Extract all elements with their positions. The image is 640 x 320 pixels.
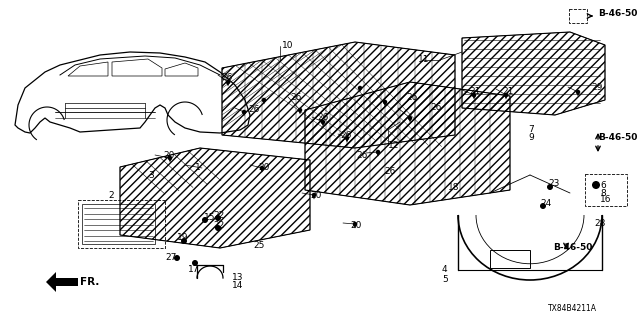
Circle shape — [358, 86, 362, 90]
Text: 26: 26 — [290, 92, 301, 101]
Circle shape — [215, 225, 221, 231]
Text: 21: 21 — [469, 87, 481, 97]
Text: 1: 1 — [195, 164, 201, 172]
Polygon shape — [262, 100, 266, 105]
Circle shape — [576, 90, 580, 94]
Circle shape — [181, 238, 187, 244]
Circle shape — [174, 255, 180, 261]
Text: FR.: FR. — [80, 277, 99, 287]
Text: 26: 26 — [340, 132, 351, 140]
Text: 20: 20 — [163, 151, 174, 161]
Text: 26: 26 — [317, 113, 328, 122]
Polygon shape — [242, 112, 246, 116]
Circle shape — [353, 222, 357, 226]
Text: 22: 22 — [213, 221, 224, 230]
Text: 22: 22 — [213, 211, 224, 220]
Polygon shape — [345, 138, 349, 142]
Text: 16: 16 — [600, 196, 611, 204]
Text: 14: 14 — [232, 281, 243, 290]
Polygon shape — [576, 92, 580, 97]
Text: 19: 19 — [177, 234, 189, 243]
Text: B-46-50: B-46-50 — [553, 244, 593, 252]
Circle shape — [226, 80, 230, 84]
Text: 6: 6 — [600, 180, 605, 189]
Text: 12: 12 — [388, 140, 399, 149]
Circle shape — [592, 181, 600, 189]
Polygon shape — [312, 195, 316, 199]
Circle shape — [408, 116, 412, 120]
Circle shape — [202, 217, 208, 223]
Text: 26: 26 — [221, 74, 232, 83]
Circle shape — [472, 93, 476, 97]
Text: 7: 7 — [528, 125, 534, 134]
Text: 18: 18 — [448, 183, 460, 193]
Text: 25: 25 — [253, 241, 264, 250]
Circle shape — [376, 150, 380, 154]
Circle shape — [215, 215, 221, 221]
Polygon shape — [353, 224, 357, 228]
Text: B-46-50: B-46-50 — [598, 10, 637, 19]
Polygon shape — [472, 95, 476, 100]
Text: 3: 3 — [148, 172, 154, 180]
Text: B-46-50: B-46-50 — [598, 133, 637, 142]
Text: 11: 11 — [418, 55, 429, 65]
Polygon shape — [298, 110, 302, 115]
Text: 23: 23 — [548, 179, 559, 188]
Text: 26: 26 — [356, 151, 367, 161]
Circle shape — [540, 203, 546, 209]
Text: 26: 26 — [406, 92, 417, 101]
Text: 5: 5 — [442, 276, 448, 284]
Polygon shape — [46, 272, 78, 292]
Text: 26: 26 — [248, 106, 259, 115]
Text: TX84B4211A: TX84B4211A — [548, 304, 597, 313]
Circle shape — [242, 110, 246, 114]
Circle shape — [504, 93, 508, 97]
Polygon shape — [260, 168, 264, 172]
Text: 8: 8 — [600, 188, 605, 197]
Polygon shape — [226, 82, 230, 86]
Polygon shape — [376, 152, 380, 156]
Text: 20: 20 — [310, 190, 321, 199]
Text: 15: 15 — [204, 213, 216, 222]
Text: 20: 20 — [350, 221, 362, 230]
Polygon shape — [358, 88, 362, 92]
Circle shape — [192, 260, 198, 266]
Text: 27: 27 — [165, 252, 177, 261]
Text: 13: 13 — [232, 273, 243, 282]
Circle shape — [168, 156, 172, 160]
Text: 24: 24 — [540, 198, 551, 207]
Text: 9: 9 — [528, 133, 534, 142]
Text: 2: 2 — [108, 191, 114, 201]
Circle shape — [262, 98, 266, 102]
Circle shape — [321, 120, 325, 124]
Polygon shape — [321, 122, 325, 126]
Polygon shape — [408, 118, 412, 123]
Text: 4: 4 — [442, 266, 447, 275]
Text: 20: 20 — [258, 164, 269, 172]
Circle shape — [312, 193, 316, 197]
Text: 17: 17 — [188, 266, 200, 275]
Text: 10: 10 — [282, 42, 294, 51]
Polygon shape — [383, 102, 387, 107]
Circle shape — [345, 136, 349, 140]
Circle shape — [547, 184, 553, 190]
Text: 21: 21 — [502, 87, 513, 97]
Circle shape — [298, 108, 302, 112]
Circle shape — [383, 100, 387, 104]
Polygon shape — [168, 158, 172, 163]
Text: 26: 26 — [430, 102, 442, 111]
Polygon shape — [504, 95, 508, 100]
Text: 29: 29 — [591, 84, 602, 92]
Text: 28: 28 — [594, 220, 605, 228]
Circle shape — [260, 166, 264, 170]
Text: 26: 26 — [384, 167, 396, 177]
